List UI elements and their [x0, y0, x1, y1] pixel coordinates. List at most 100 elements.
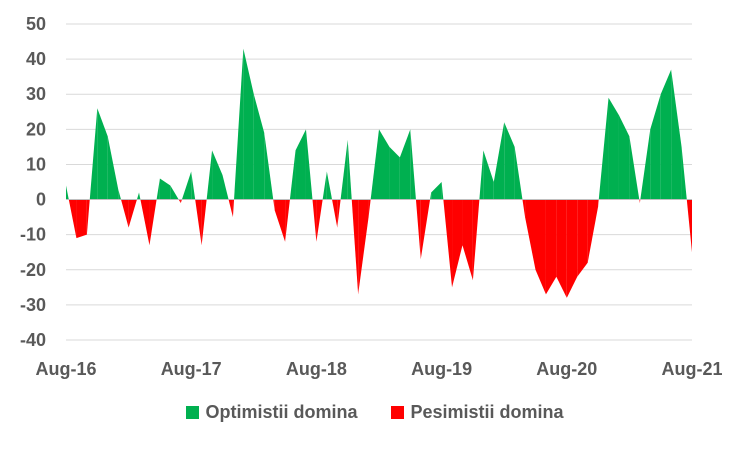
x-tick-label: Aug-17 [161, 359, 222, 379]
legend-label-pesimistii: Pesimistii domina [410, 402, 564, 422]
area-negative [140, 199, 150, 246]
y-tick-label: -30 [20, 295, 46, 315]
x-tick-label: Aug-16 [35, 359, 96, 379]
area-negative [556, 199, 567, 298]
area-positive [97, 108, 108, 200]
area-positive [681, 146, 687, 200]
area-positive [222, 174, 229, 200]
x-tick-label: Aug-19 [411, 359, 472, 379]
area-positive [326, 171, 333, 200]
area-positive [295, 129, 306, 200]
legend: Optimistii domina Pesimistii domina [0, 402, 750, 423]
area-positive [305, 129, 313, 200]
area-positive [66, 185, 69, 200]
area-positive [234, 48, 244, 200]
area-negative [598, 199, 599, 207]
area-negative [312, 199, 317, 242]
y-tick-label: -20 [20, 260, 46, 280]
area-positive [107, 136, 119, 200]
area-negative [201, 199, 207, 246]
area-negative [68, 199, 77, 239]
area-positive [118, 189, 122, 200]
area-positive [650, 94, 661, 200]
area-positive [379, 129, 390, 200]
area-negative [577, 199, 588, 277]
area-negative [368, 199, 371, 218]
area-positive [493, 122, 505, 200]
area-positive [430, 192, 432, 200]
area-positive [629, 136, 640, 200]
area-negative [274, 199, 286, 242]
area-negative [180, 199, 182, 204]
y-tick-label: 0 [36, 190, 46, 210]
area-negative [86, 199, 90, 235]
area-positive [399, 129, 411, 200]
area-negative [545, 199, 557, 295]
area-positive [139, 192, 141, 200]
area-negative [525, 199, 536, 270]
area-negative [443, 199, 453, 288]
area-positive [640, 129, 651, 200]
y-tick-label: 40 [26, 49, 46, 69]
area-positive [370, 129, 379, 200]
area-negative [337, 199, 341, 228]
area-positive [264, 132, 274, 200]
area-positive [410, 129, 416, 200]
y-tick-label: -10 [20, 225, 46, 245]
area-negative [686, 199, 692, 253]
area-negative [232, 199, 235, 218]
area-positive [322, 171, 327, 200]
area-negative [351, 199, 359, 295]
area-positive [441, 182, 444, 200]
x-tick-label: Aug-21 [661, 359, 722, 379]
area-positive [598, 97, 609, 200]
area-positive [504, 122, 515, 200]
area-negative [462, 199, 473, 281]
area-positive [159, 178, 171, 200]
area-negative [76, 199, 87, 239]
area-negative [587, 199, 599, 263]
area-negative [285, 199, 290, 242]
legend-swatch-pesimistii [391, 406, 405, 419]
area-negative [316, 199, 323, 242]
x-tick-label: Aug-20 [536, 359, 597, 379]
legend-label-optimistii: Optimistii domina [205, 402, 358, 422]
area-negative [452, 199, 463, 288]
area-positive [483, 150, 494, 200]
area-negative [535, 199, 546, 295]
legend-item-pesimistii: Pesimistii domina [391, 402, 564, 423]
y-tick-label: 30 [26, 84, 46, 104]
legend-item-optimistii: Optimistii domina [186, 402, 357, 423]
area-positive [514, 146, 523, 200]
area-negative [472, 199, 480, 281]
area-negative [273, 199, 275, 211]
area-positive [212, 150, 223, 200]
area-positive [136, 192, 140, 200]
area-negative [195, 199, 202, 246]
area-negative [121, 199, 129, 228]
area-negative [415, 199, 421, 260]
area-negative [358, 199, 369, 295]
area-negative [639, 199, 640, 204]
y-tick-label: 20 [26, 119, 46, 139]
area-negative [522, 199, 526, 218]
area-negative [149, 199, 157, 246]
area-positive [253, 94, 265, 200]
area-positive [608, 97, 619, 200]
area-negative [178, 199, 181, 204]
area-positive [206, 150, 213, 200]
area-positive [156, 178, 160, 200]
area-negative [128, 199, 137, 228]
area-positive [340, 139, 348, 200]
area-negative [566, 199, 578, 298]
y-tick-label: 10 [26, 154, 46, 174]
area-positive [191, 171, 196, 200]
area-positive [671, 69, 682, 200]
area-positive [479, 150, 484, 200]
area-positive [347, 139, 352, 200]
area-negative [332, 199, 338, 228]
area-positive [431, 182, 442, 200]
x-tick-label: Aug-18 [286, 359, 347, 379]
area-negative [420, 199, 431, 260]
area-positive [89, 108, 98, 200]
